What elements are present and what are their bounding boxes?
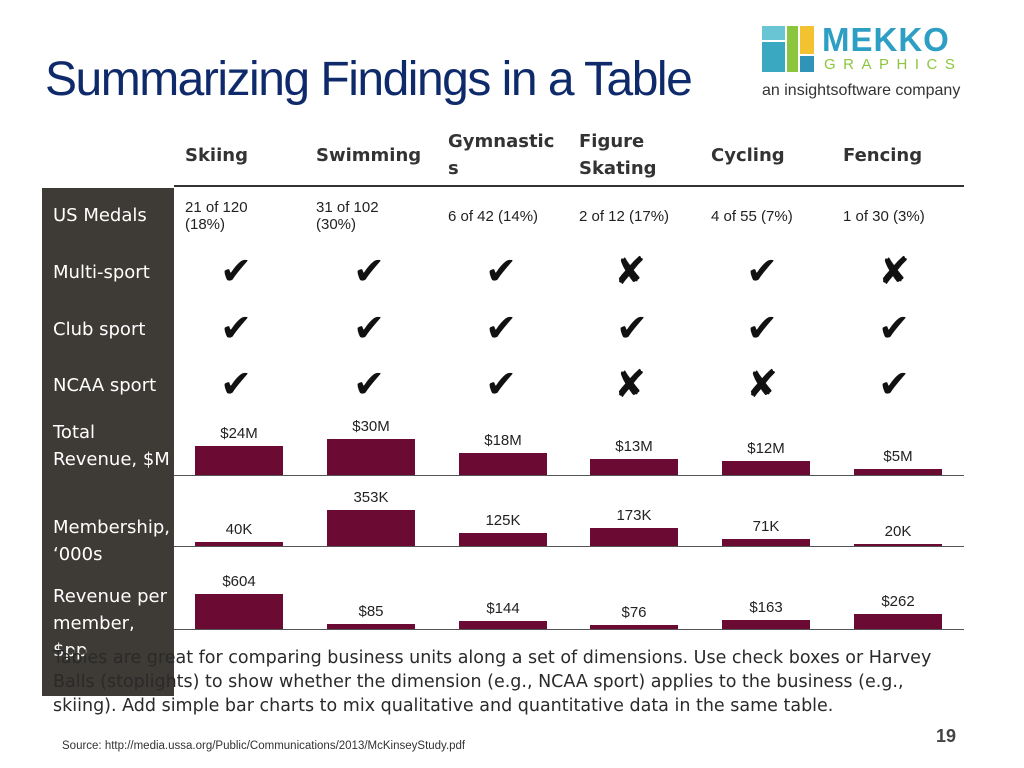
total-revenue-bar — [459, 453, 547, 475]
membership-bar — [195, 542, 283, 546]
column-header-skiing: Skiing — [185, 144, 248, 166]
total-revenue-bar-label: $12M — [747, 440, 785, 457]
revenue-per-member-bar — [722, 620, 810, 629]
multi-sport-mark-icon: ✔ — [220, 249, 252, 293]
row-label-revenue-per-member: Revenue per member, $pp — [53, 586, 168, 661]
club-sport-mark-icon: ✔ — [878, 306, 910, 350]
source-note: Source: http://media.ussa.org/Public/Com… — [62, 740, 466, 752]
membership-baseline — [174, 546, 964, 547]
multi-sport-mark-icon: ✘ — [614, 249, 646, 293]
club-sport-mark-icon: ✔ — [353, 306, 385, 350]
revenue-per-member-bar — [459, 621, 547, 629]
mekko-graphics-logo: MEKKO GRAPHICS an insightsoftware compan… — [762, 22, 982, 108]
membership-bar — [854, 544, 942, 546]
row-label-multi-sport: Multi-sport — [53, 262, 150, 283]
membership-bar-label: 353K — [353, 489, 389, 506]
membership-bar — [590, 528, 678, 546]
logo-name: MEKKO — [822, 21, 950, 58]
row-label-us-medals: US Medals — [53, 205, 147, 226]
logo-subtitle: GRAPHICS — [824, 56, 963, 73]
ncaa-sport-mark-icon: ✔ — [220, 362, 252, 406]
revenue-per-member-baseline — [174, 629, 964, 630]
ncaa-sport-mark-icon: ✔ — [878, 362, 910, 406]
ncaa-sport-mark-icon: ✔ — [353, 362, 385, 406]
revenue-per-member-bar-label: $604 — [222, 573, 256, 590]
total-revenue-bar — [195, 446, 283, 475]
column-header-cycling: Cycling — [711, 144, 785, 166]
membership-bar-label: 173K — [616, 507, 652, 524]
row-label-membership: Membership, ‘000s — [53, 517, 170, 565]
slide-body-text: Tables are great for comparing business … — [53, 648, 932, 716]
revenue-per-member-bar — [854, 614, 942, 629]
total-revenue-bar — [854, 469, 942, 475]
row-label-ncaa-sport: NCAA sport — [53, 375, 157, 396]
page-number: 19 — [936, 726, 957, 746]
revenue-baseline — [174, 475, 964, 476]
membership-bar-label: 71K — [752, 518, 780, 535]
club-sport-mark-icon: ✔ — [220, 306, 252, 350]
revenue-per-member-bar — [327, 624, 415, 629]
column-header-figure-skating: Figure Skating — [579, 131, 657, 179]
total-revenue-bar-label: $24M — [220, 425, 258, 442]
medal-cell: 6 of 42 (14%) — [448, 207, 539, 225]
ncaa-sport-mark-icon: ✔ — [485, 362, 517, 406]
column-header-swimming: Swimming — [316, 144, 422, 166]
total-revenue-bar-label: $13M — [615, 438, 653, 455]
club-sport-mark-icon: ✔ — [746, 306, 778, 350]
row-label-club-sport: Club sport — [53, 319, 146, 340]
column-header-gymnastics: Gymnastics — [448, 131, 555, 179]
header-divider — [174, 185, 964, 187]
revenue-per-member-bar-label: $76 — [621, 604, 647, 621]
revenue-per-member-bar-label: $262 — [881, 593, 915, 610]
total-revenue-bar-label: $30M — [352, 418, 390, 435]
medal-cell: 21 of 120 (18%) — [185, 199, 248, 233]
membership-bar-label: 40K — [225, 521, 253, 538]
medal-cell: 1 of 30 (3%) — [843, 207, 925, 225]
revenue-per-member-bar — [195, 594, 283, 629]
column-header-fencing: Fencing — [843, 144, 923, 166]
medal-cell: 4 of 55 (7%) — [711, 207, 793, 225]
multi-sport-mark-icon: ✔ — [746, 249, 778, 293]
club-sport-mark-icon: ✔ — [485, 306, 517, 350]
membership-bar — [722, 539, 810, 546]
total-revenue-bar — [590, 459, 678, 475]
multi-sport-mark-icon: ✔ — [353, 249, 385, 293]
membership-bar — [459, 533, 547, 546]
club-sport-mark-icon: ✔ — [616, 306, 648, 350]
ncaa-sport-mark-icon: ✘ — [746, 362, 778, 406]
revenue-per-member-bar — [590, 625, 678, 629]
total-revenue-bar-label: $5M — [883, 448, 913, 465]
revenue-per-member-bar-label: $85 — [358, 603, 384, 620]
medal-cell: 31 of 102 (30%) — [316, 199, 379, 233]
mekko-logo-icon — [762, 26, 814, 72]
row-label-total-revenue: Total Revenue, $M — [53, 422, 170, 470]
total-revenue-bar — [327, 439, 415, 475]
membership-bar — [327, 510, 415, 546]
multi-sport-mark-icon: ✘ — [878, 249, 910, 293]
revenue-per-member-bar-label: $163 — [749, 599, 783, 616]
total-revenue-bar — [722, 461, 810, 475]
membership-bar-label: 125K — [485, 512, 521, 529]
medal-cell: 2 of 12 (17%) — [579, 207, 670, 225]
multi-sport-mark-icon: ✔ — [485, 249, 517, 293]
ncaa-sport-mark-icon: ✘ — [614, 362, 646, 406]
membership-bar-label: 20K — [884, 523, 912, 540]
revenue-per-member-bar-label: $144 — [486, 600, 520, 617]
row-header-panel — [42, 188, 174, 696]
total-revenue-bar-label: $18M — [484, 432, 522, 449]
slide-title: Summarizing Findings in a Table — [45, 53, 693, 106]
logo-tagline: an insightsoftware company — [762, 82, 961, 99]
